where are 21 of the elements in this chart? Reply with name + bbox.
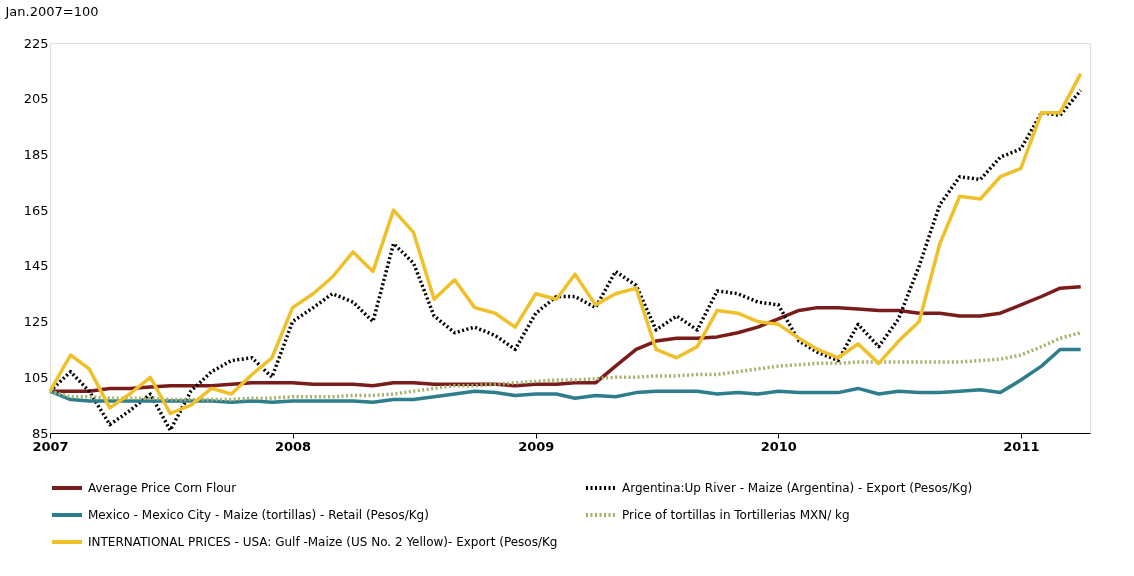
x-tick-label: 2007: [32, 438, 69, 454]
y-tick-label: 205: [23, 91, 49, 107]
y-axis-title: Jan.2007=100: [4, 3, 99, 19]
y-tick-label: 165: [23, 202, 49, 218]
y-tick-label: 85: [31, 425, 49, 441]
y-tick-label: 225: [23, 35, 49, 51]
legend-label: Average Price Corn Flour: [88, 481, 237, 495]
y-tick-label: 105: [23, 369, 49, 385]
x-tick-label: 2010: [760, 438, 797, 454]
x-tick-label: 2011: [1003, 438, 1040, 454]
legend-label: Price of tortillas in Tortillerias MXN/ kg: [622, 508, 850, 522]
x-tick-label: 2008: [274, 438, 312, 454]
legend-label: INTERNATIONAL PRICES - USA: Gulf -Maize (US No. 2 Yellow)- Export (Pesos/Kg: [88, 535, 558, 549]
y-tick-label: 125: [23, 314, 49, 330]
x-tick-label: 2009: [518, 438, 555, 454]
y-tick-label: 145: [23, 258, 49, 274]
legend-label: Argentina:Up River - Maize (Argentina) - Export (Pesos/Kg): [622, 481, 973, 495]
line-series: [48, 330, 1083, 402]
legend-label: Mexico - Mexico City - Maize (tortillas) - Retail (Pesos/Kg): [88, 508, 429, 522]
line-series: [48, 347, 1083, 405]
y-tick-label: 185: [23, 146, 49, 162]
